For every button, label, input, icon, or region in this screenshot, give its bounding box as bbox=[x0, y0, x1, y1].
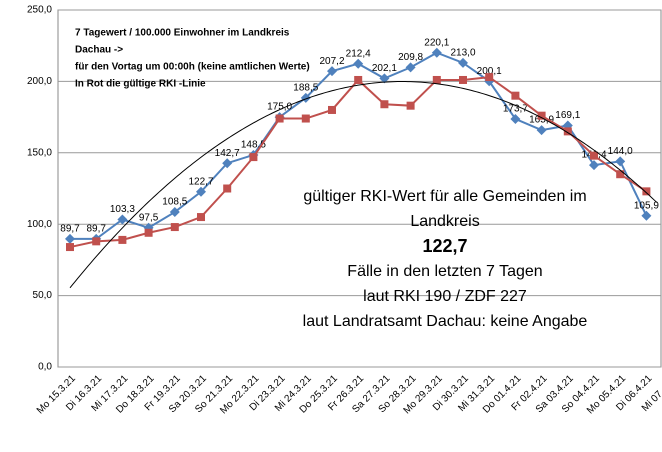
data-label: 220,1 bbox=[424, 37, 449, 48]
marker bbox=[458, 57, 468, 68]
marker bbox=[353, 58, 364, 69]
marker bbox=[197, 213, 205, 222]
annotation: 122,7 bbox=[422, 236, 467, 256]
marker bbox=[511, 91, 520, 100]
marker bbox=[615, 156, 626, 167]
y-tick-label: 250,0 bbox=[27, 5, 52, 16]
note: In Rot die gültige RKI -Linie bbox=[75, 79, 206, 90]
marker bbox=[117, 214, 128, 225]
marker bbox=[354, 75, 363, 84]
marker bbox=[327, 66, 337, 77]
data-label: 202,1 bbox=[372, 63, 397, 74]
marker bbox=[196, 186, 206, 197]
data-label: 200,1 bbox=[477, 66, 502, 77]
data-label: 89,7 bbox=[60, 224, 80, 235]
marker bbox=[536, 125, 547, 136]
data-label: 169,1 bbox=[555, 110, 580, 121]
data-label: 207,2 bbox=[319, 56, 344, 67]
marker bbox=[563, 127, 572, 136]
marker bbox=[169, 207, 180, 218]
trend-line bbox=[69, 81, 658, 289]
marker bbox=[222, 158, 233, 169]
data-label: 212,4 bbox=[346, 48, 371, 59]
y-tick-label: 200,0 bbox=[27, 76, 52, 87]
data-label: 213,0 bbox=[450, 47, 475, 58]
data-label: 173,7 bbox=[503, 104, 528, 115]
marker bbox=[589, 160, 599, 171]
marker bbox=[642, 187, 651, 196]
marker bbox=[590, 151, 598, 160]
marker bbox=[537, 111, 546, 120]
data-label: 122,7 bbox=[188, 176, 213, 187]
marker bbox=[92, 237, 101, 246]
annotation: laut RKI 190 / ZDF 227 bbox=[363, 288, 527, 305]
marker bbox=[405, 62, 416, 73]
y-tick-label: 50,0 bbox=[33, 290, 53, 301]
marker bbox=[249, 153, 258, 162]
data-label: 148,5 bbox=[241, 140, 266, 151]
data-label: 108,5 bbox=[162, 197, 187, 208]
marker bbox=[431, 47, 442, 58]
marker bbox=[328, 105, 336, 114]
marker bbox=[641, 210, 652, 221]
data-label: 175,0 bbox=[267, 102, 292, 113]
y-tick-label: 100,0 bbox=[27, 219, 52, 230]
data-label: 89,7 bbox=[86, 224, 106, 235]
marker bbox=[562, 120, 573, 131]
y-tick-label: 150,0 bbox=[27, 147, 52, 158]
marker bbox=[170, 223, 179, 232]
marker bbox=[432, 75, 441, 84]
data-label: 97,5 bbox=[139, 212, 159, 223]
note: für den Vortag um 00:00h (keine amtliche… bbox=[75, 62, 310, 73]
data-label: 209,8 bbox=[398, 52, 423, 63]
note: 7 Tagewert / 100.000 Einwohner im Landkr… bbox=[75, 28, 290, 39]
marker bbox=[118, 235, 127, 244]
marker bbox=[406, 101, 415, 110]
annotation: Landkreis bbox=[410, 213, 479, 230]
marker bbox=[223, 184, 232, 193]
data-label: 105,9 bbox=[634, 200, 659, 211]
annotation: laut Landratsamt Dachau: keine Angabe bbox=[303, 313, 588, 330]
data-label: 103,3 bbox=[110, 204, 135, 215]
annotation: Fälle in den letzten 7 Tagen bbox=[347, 263, 542, 280]
marker bbox=[459, 75, 467, 84]
marker bbox=[485, 73, 494, 82]
marker bbox=[301, 114, 310, 123]
data-label: 188,5 bbox=[293, 82, 318, 93]
marker bbox=[379, 73, 390, 84]
marker bbox=[65, 233, 75, 244]
note: Dachau -> bbox=[75, 45, 123, 56]
marker bbox=[144, 228, 153, 237]
marker bbox=[510, 113, 521, 124]
marker bbox=[275, 114, 284, 123]
marker bbox=[616, 170, 625, 179]
y-tick-label: 0,0 bbox=[38, 362, 52, 373]
data-label: 144,0 bbox=[608, 146, 633, 157]
marker bbox=[380, 100, 389, 109]
annotation: gültiger RKI-Wert für alle Gemeinden im bbox=[303, 188, 586, 205]
data-label: 165,9 bbox=[529, 115, 554, 126]
marker bbox=[66, 243, 74, 252]
data-label: 142,7 bbox=[215, 148, 240, 159]
